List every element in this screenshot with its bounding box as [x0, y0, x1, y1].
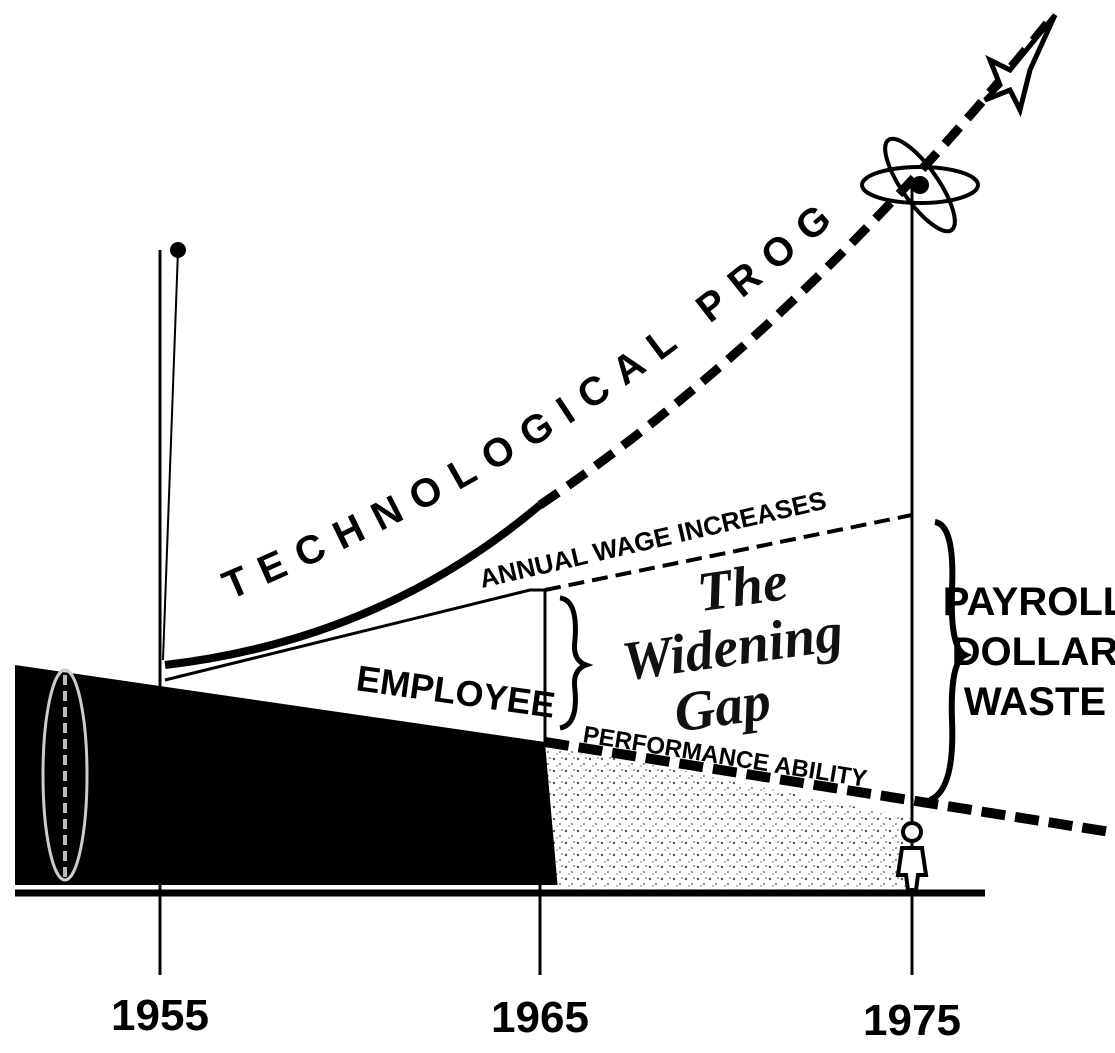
- year-label: 1965: [491, 993, 589, 1042]
- year-label: 1955: [111, 991, 209, 1040]
- waste-label: PAYROLL: [943, 580, 1115, 624]
- gap-label: Gap: [670, 670, 774, 745]
- waste-label: DOLLAR: [952, 630, 1115, 674]
- year-label: 1975: [863, 996, 961, 1045]
- brace: [560, 598, 586, 728]
- pole: [163, 250, 178, 660]
- employee-label: EMPLOYEE: [354, 657, 558, 725]
- person: [903, 823, 921, 841]
- rocket: [985, 15, 1055, 110]
- diagram: TECHNOLOGICAL PROGRESS ANNUAL WAGE INCRE…: [0, 0, 1115, 1053]
- waste-label: WASTE: [964, 680, 1106, 724]
